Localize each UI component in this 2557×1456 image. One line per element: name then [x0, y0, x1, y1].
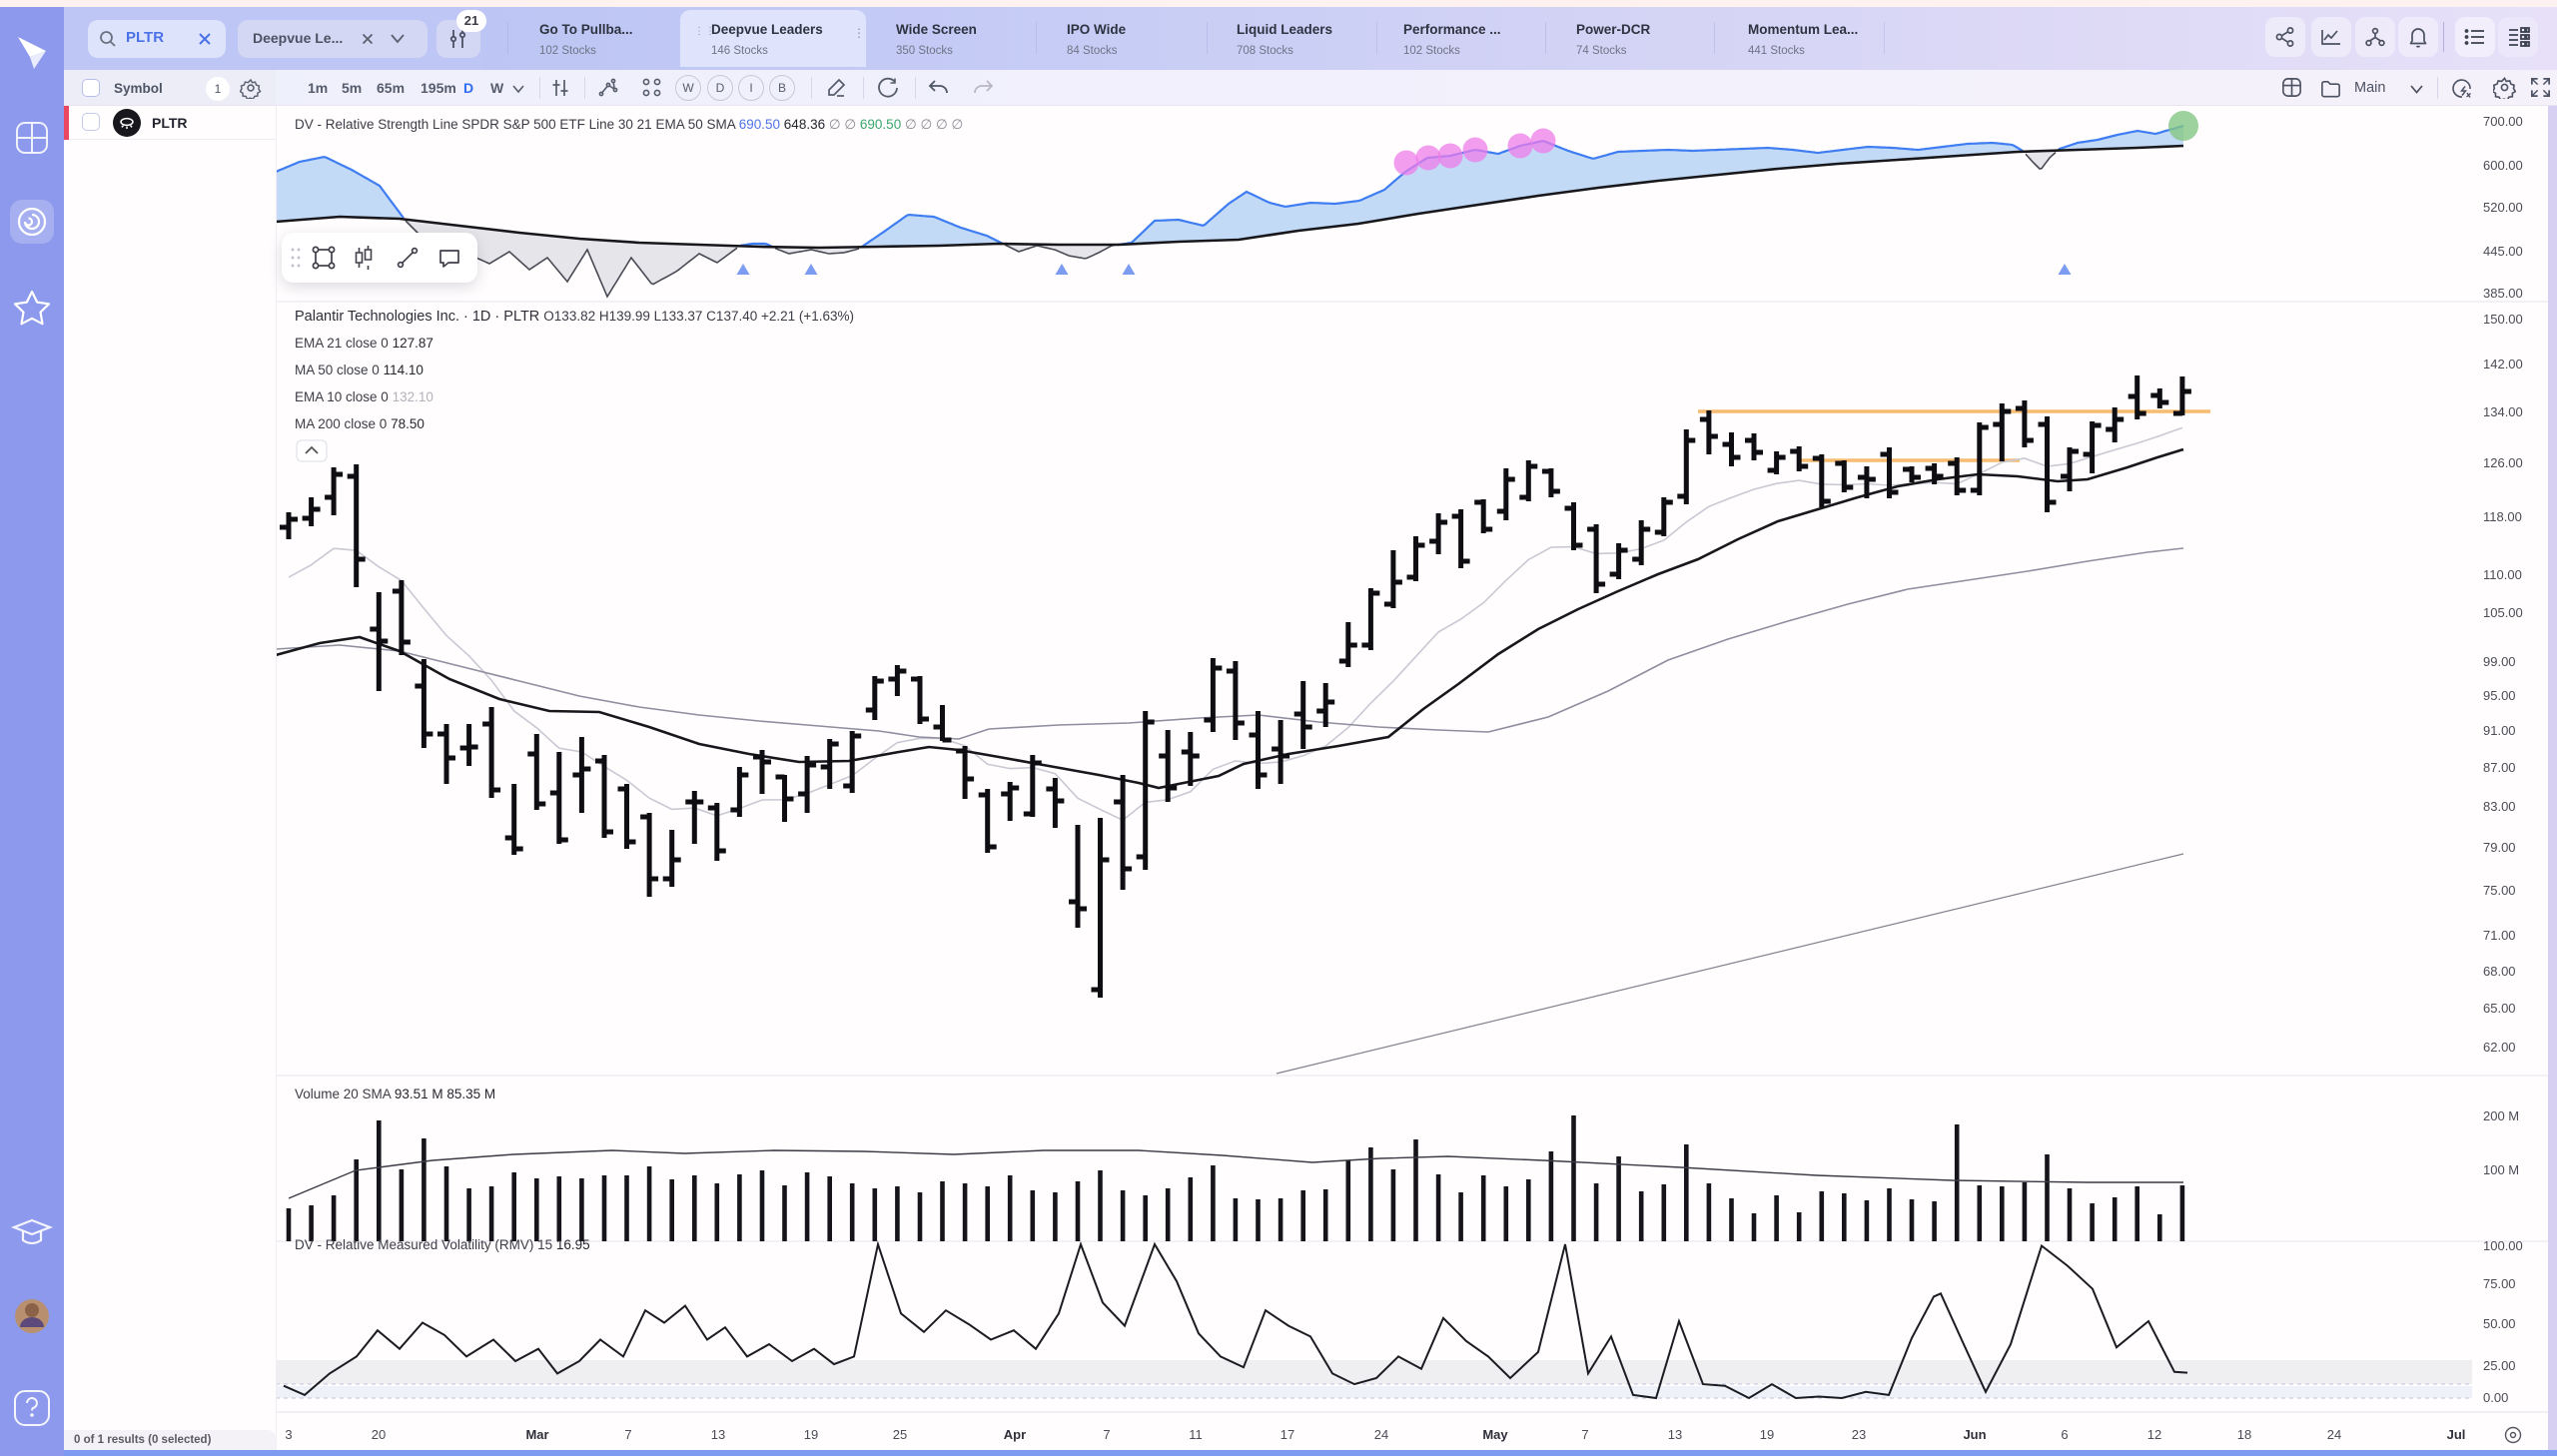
svg-text:3: 3	[285, 1427, 292, 1442]
svg-text:13: 13	[711, 1427, 725, 1442]
svg-text:65.00: 65.00	[2483, 1001, 2516, 1016]
svg-text:Jul: Jul	[2447, 1427, 2466, 1442]
svg-text:50.00: 50.00	[2483, 1316, 2516, 1331]
svg-text:11: 11	[1189, 1427, 1203, 1442]
svg-text:87.00: 87.00	[2483, 760, 2516, 775]
svg-text:EMA 21 close 0 127.87: EMA 21 close 0 127.87	[295, 336, 433, 351]
svg-text:110.00: 110.00	[2483, 567, 2522, 582]
svg-text:Apr: Apr	[1004, 1427, 1026, 1442]
svg-text:Mar: Mar	[525, 1427, 548, 1442]
svg-text:75.00: 75.00	[2483, 1276, 2516, 1291]
svg-text:445.00: 445.00	[2483, 244, 2523, 259]
svg-text:79.00: 79.00	[2483, 840, 2516, 855]
svg-text:19: 19	[1760, 1427, 1774, 1442]
svg-text:18: 18	[2237, 1427, 2251, 1442]
svg-text:118.00: 118.00	[2483, 509, 2522, 524]
svg-text:7: 7	[1581, 1427, 1588, 1442]
svg-text:EMA 10 close 0 132.10: EMA 10 close 0 132.10	[295, 389, 433, 404]
svg-text:13: 13	[1668, 1427, 1682, 1442]
svg-text:6: 6	[2061, 1427, 2068, 1442]
svg-text:17: 17	[1280, 1427, 1294, 1442]
svg-text:126.00: 126.00	[2483, 455, 2523, 470]
svg-text:MA 200 close 0 78.50: MA 200 close 0 78.50	[295, 416, 425, 431]
svg-text:75.00: 75.00	[2483, 883, 2516, 898]
svg-text:Palantir Technologies Inc. · 1: Palantir Technologies Inc. · 1D · PLTR O…	[295, 309, 854, 325]
svg-text:62.00: 62.00	[2483, 1040, 2516, 1055]
svg-text:7: 7	[1103, 1427, 1110, 1442]
svg-text:MA 50 close 0 114.10: MA 50 close 0 114.10	[295, 363, 424, 377]
svg-text:99.00: 99.00	[2483, 654, 2516, 669]
svg-text:68.00: 68.00	[2483, 964, 2516, 979]
svg-text:200 M: 200 M	[2483, 1108, 2519, 1123]
svg-text:385.00: 385.00	[2483, 286, 2523, 301]
svg-text:25: 25	[893, 1427, 907, 1442]
svg-text:19: 19	[804, 1427, 818, 1442]
svg-text:20: 20	[372, 1427, 386, 1442]
svg-text:700.00: 700.00	[2483, 114, 2523, 129]
svg-text:0.00: 0.00	[2483, 1390, 2508, 1405]
svg-text:24: 24	[2327, 1427, 2341, 1442]
svg-text:100 M: 100 M	[2483, 1162, 2519, 1177]
svg-text:23: 23	[1852, 1427, 1866, 1442]
svg-text:105.00: 105.00	[2483, 605, 2523, 620]
svg-text:150.00: 150.00	[2483, 312, 2523, 327]
svg-text:DV - Relative Measured Volatil: DV - Relative Measured Volatility (RMV) …	[295, 1237, 590, 1252]
svg-text:91.00: 91.00	[2483, 723, 2516, 738]
svg-text:7: 7	[624, 1427, 631, 1442]
svg-text:100.00: 100.00	[2483, 1238, 2523, 1253]
svg-text:142.00: 142.00	[2483, 357, 2523, 371]
svg-text:25.00: 25.00	[2483, 1358, 2516, 1373]
svg-text:71.00: 71.00	[2483, 928, 2516, 943]
svg-text:95.00: 95.00	[2483, 688, 2516, 703]
svg-text:Jun: Jun	[1963, 1427, 1986, 1442]
svg-text:134.00: 134.00	[2483, 404, 2523, 419]
svg-text:24: 24	[1374, 1427, 1388, 1442]
svg-text:Volume 20 SMA 93.51 M 85.35: Volume 20 SMA 93.51 M 85.35 M	[295, 1087, 495, 1101]
svg-text:83.00: 83.00	[2483, 799, 2516, 814]
svg-text:DV - Relative Strength Line SP: DV - Relative Strength Line SPDR S&P 500…	[295, 117, 964, 132]
svg-text:May: May	[1482, 1427, 1508, 1442]
svg-text:600.00: 600.00	[2483, 158, 2523, 173]
svg-text:520.00: 520.00	[2483, 200, 2523, 215]
svg-text:12: 12	[2147, 1427, 2161, 1442]
